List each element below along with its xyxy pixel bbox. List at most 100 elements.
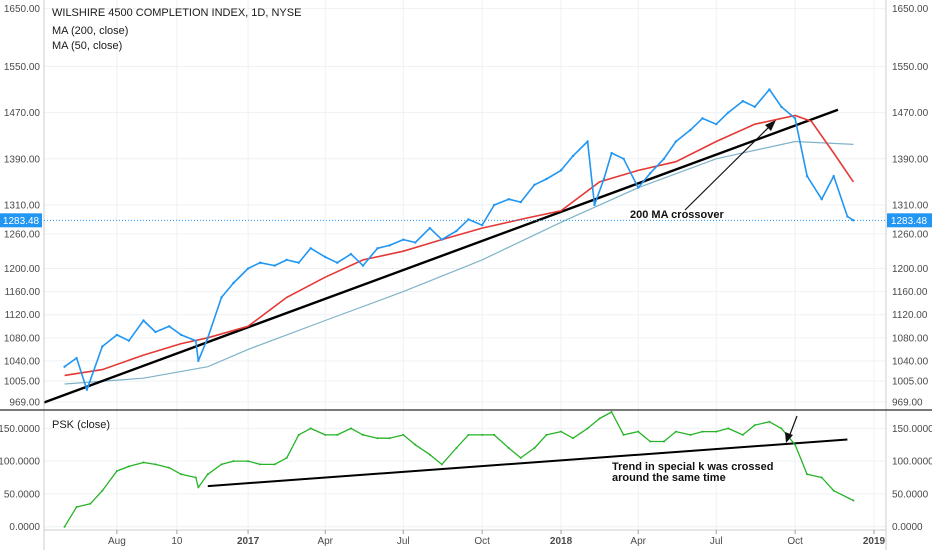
y-tick-left-12: 969.00 — [9, 397, 40, 408]
legend-ma50: MA (50, close) — [52, 40, 122, 52]
price-point-6 — [142, 319, 145, 322]
psk-point-15 — [247, 460, 250, 463]
last-price-tag-left — [0, 213, 42, 228]
psk-point-43 — [610, 410, 613, 413]
y-tick-right-2: 1470.00 — [892, 108, 929, 119]
price-point-35 — [507, 198, 510, 201]
price-point-20 — [309, 247, 312, 250]
price-point-46 — [637, 186, 640, 189]
psk-point-58 — [806, 473, 809, 476]
psk-point-53 — [741, 433, 744, 436]
osc-tick-right-3: 0.0000 — [892, 522, 923, 533]
psk-point-5 — [127, 465, 130, 468]
y-tick-right-3: 1390.00 — [892, 154, 929, 165]
psk-point-55 — [768, 420, 771, 423]
y-tick-right-5: 1260.00 — [892, 229, 929, 240]
psk-point-9 — [180, 473, 183, 476]
price-point-18 — [285, 258, 288, 262]
psk-point-0 — [63, 525, 66, 528]
y-tick-left-8: 1120.00 — [5, 310, 41, 321]
price-point-44 — [610, 151, 613, 155]
price-point-17 — [273, 264, 276, 267]
psk-point-39 — [560, 430, 563, 433]
special-k-annotation-line1: Trend in special k was crossed — [612, 461, 773, 473]
legend: WILSHIRE 4500 COMPLETION INDEX, 1D, NYSE… — [52, 7, 301, 431]
psk-point-38 — [545, 433, 548, 436]
price-point-24 — [361, 264, 365, 267]
trend-lines — [43, 108, 848, 488]
chart-title: WILSHIRE 4500 COMPLETION INDEX, 1D, NYSE — [52, 7, 301, 19]
osc-tick-right-1: 100.0000 — [892, 457, 932, 468]
price-point-19 — [297, 261, 300, 264]
osc-tick-left-3: 0.0000 — [9, 522, 40, 533]
y-tick-right-12: 969.00 — [892, 397, 923, 408]
price-point-42 — [593, 203, 596, 207]
psk-point-10 — [194, 476, 197, 479]
price-point-26 — [388, 244, 391, 247]
price-point-49 — [674, 140, 678, 143]
psk-point-13 — [220, 463, 223, 466]
psk-point-1 — [75, 506, 78, 509]
psk-point-52 — [727, 427, 730, 430]
psk-point-36 — [519, 456, 522, 459]
price-point-23 — [349, 252, 353, 256]
psk-point-56 — [780, 427, 783, 430]
price-point-36 — [519, 200, 522, 204]
annotations: 200 MA crossover Trend in special k was c… — [612, 120, 798, 484]
psk-point-6 — [142, 461, 145, 464]
psk-series — [63, 410, 855, 528]
price-point-39 — [559, 169, 563, 172]
y-tick-right-1: 1550.00 — [892, 62, 929, 73]
x-tick-label-7: Apr — [630, 536, 646, 547]
price-point-12 — [206, 336, 209, 340]
y-tick-right-6: 1200.00 — [892, 264, 929, 275]
price-point-52 — [715, 122, 718, 126]
psk-point-7 — [154, 463, 157, 466]
price-point-62 — [846, 215, 849, 218]
psk-point-29 — [428, 453, 431, 456]
psk-point-17 — [273, 463, 276, 466]
special-k-arrow-shaft — [788, 415, 798, 438]
price-point-22 — [336, 261, 339, 264]
price-point-27 — [402, 238, 405, 241]
psk-point-3 — [101, 489, 104, 492]
psk-point-20 — [309, 427, 312, 430]
psk-point-33 — [481, 433, 484, 436]
price-point-4 — [115, 333, 119, 337]
osc-tick-left-1: 100.0000 — [0, 457, 40, 468]
psk-point-21 — [324, 433, 327, 436]
psk-point-42 — [598, 417, 601, 420]
psk-point-11 — [197, 486, 200, 489]
psk-point-28 — [414, 443, 417, 446]
price-point-8 — [167, 325, 171, 328]
psk-point-30 — [440, 463, 443, 466]
x-tick-label-4: Jul — [397, 536, 410, 547]
y-tick-right-11: 1005.00 — [892, 377, 929, 388]
x-tick-label-9: Oct — [787, 536, 803, 547]
y-tick-right-9: 1080.00 — [892, 333, 929, 344]
osc-tick-right-0: 150.0000 — [892, 424, 932, 435]
psk-point-4 — [115, 469, 118, 472]
psk-point-19 — [297, 433, 300, 436]
price-point-53 — [727, 111, 730, 114]
ma50-series — [64, 114, 855, 377]
psk-point-59 — [820, 476, 823, 479]
legend-psk: PSK (close) — [52, 419, 110, 431]
ma200-series — [64, 140, 854, 385]
y-tick-left-3: 1390.00 — [4, 154, 41, 165]
last-price-label-left: 1283.48 — [3, 216, 40, 227]
price-point-25 — [376, 247, 379, 250]
y-tick-left-9: 1080.00 — [4, 333, 41, 344]
y-tick-left-10: 1040.00 — [4, 356, 41, 367]
psk-point-40 — [572, 437, 575, 440]
psk-point-35 — [507, 447, 510, 450]
legend-ma200: MA (200, close) — [52, 25, 128, 37]
psk-point-48 — [674, 430, 677, 433]
y-tick-right-8: 1120.00 — [892, 310, 928, 321]
psk-point-57 — [794, 443, 797, 446]
psk-point-60 — [832, 489, 835, 492]
price-series — [63, 88, 855, 391]
price-point-0 — [63, 365, 66, 368]
price-point-10 — [194, 339, 197, 342]
y-tick-left-7: 1160.00 — [5, 287, 41, 298]
